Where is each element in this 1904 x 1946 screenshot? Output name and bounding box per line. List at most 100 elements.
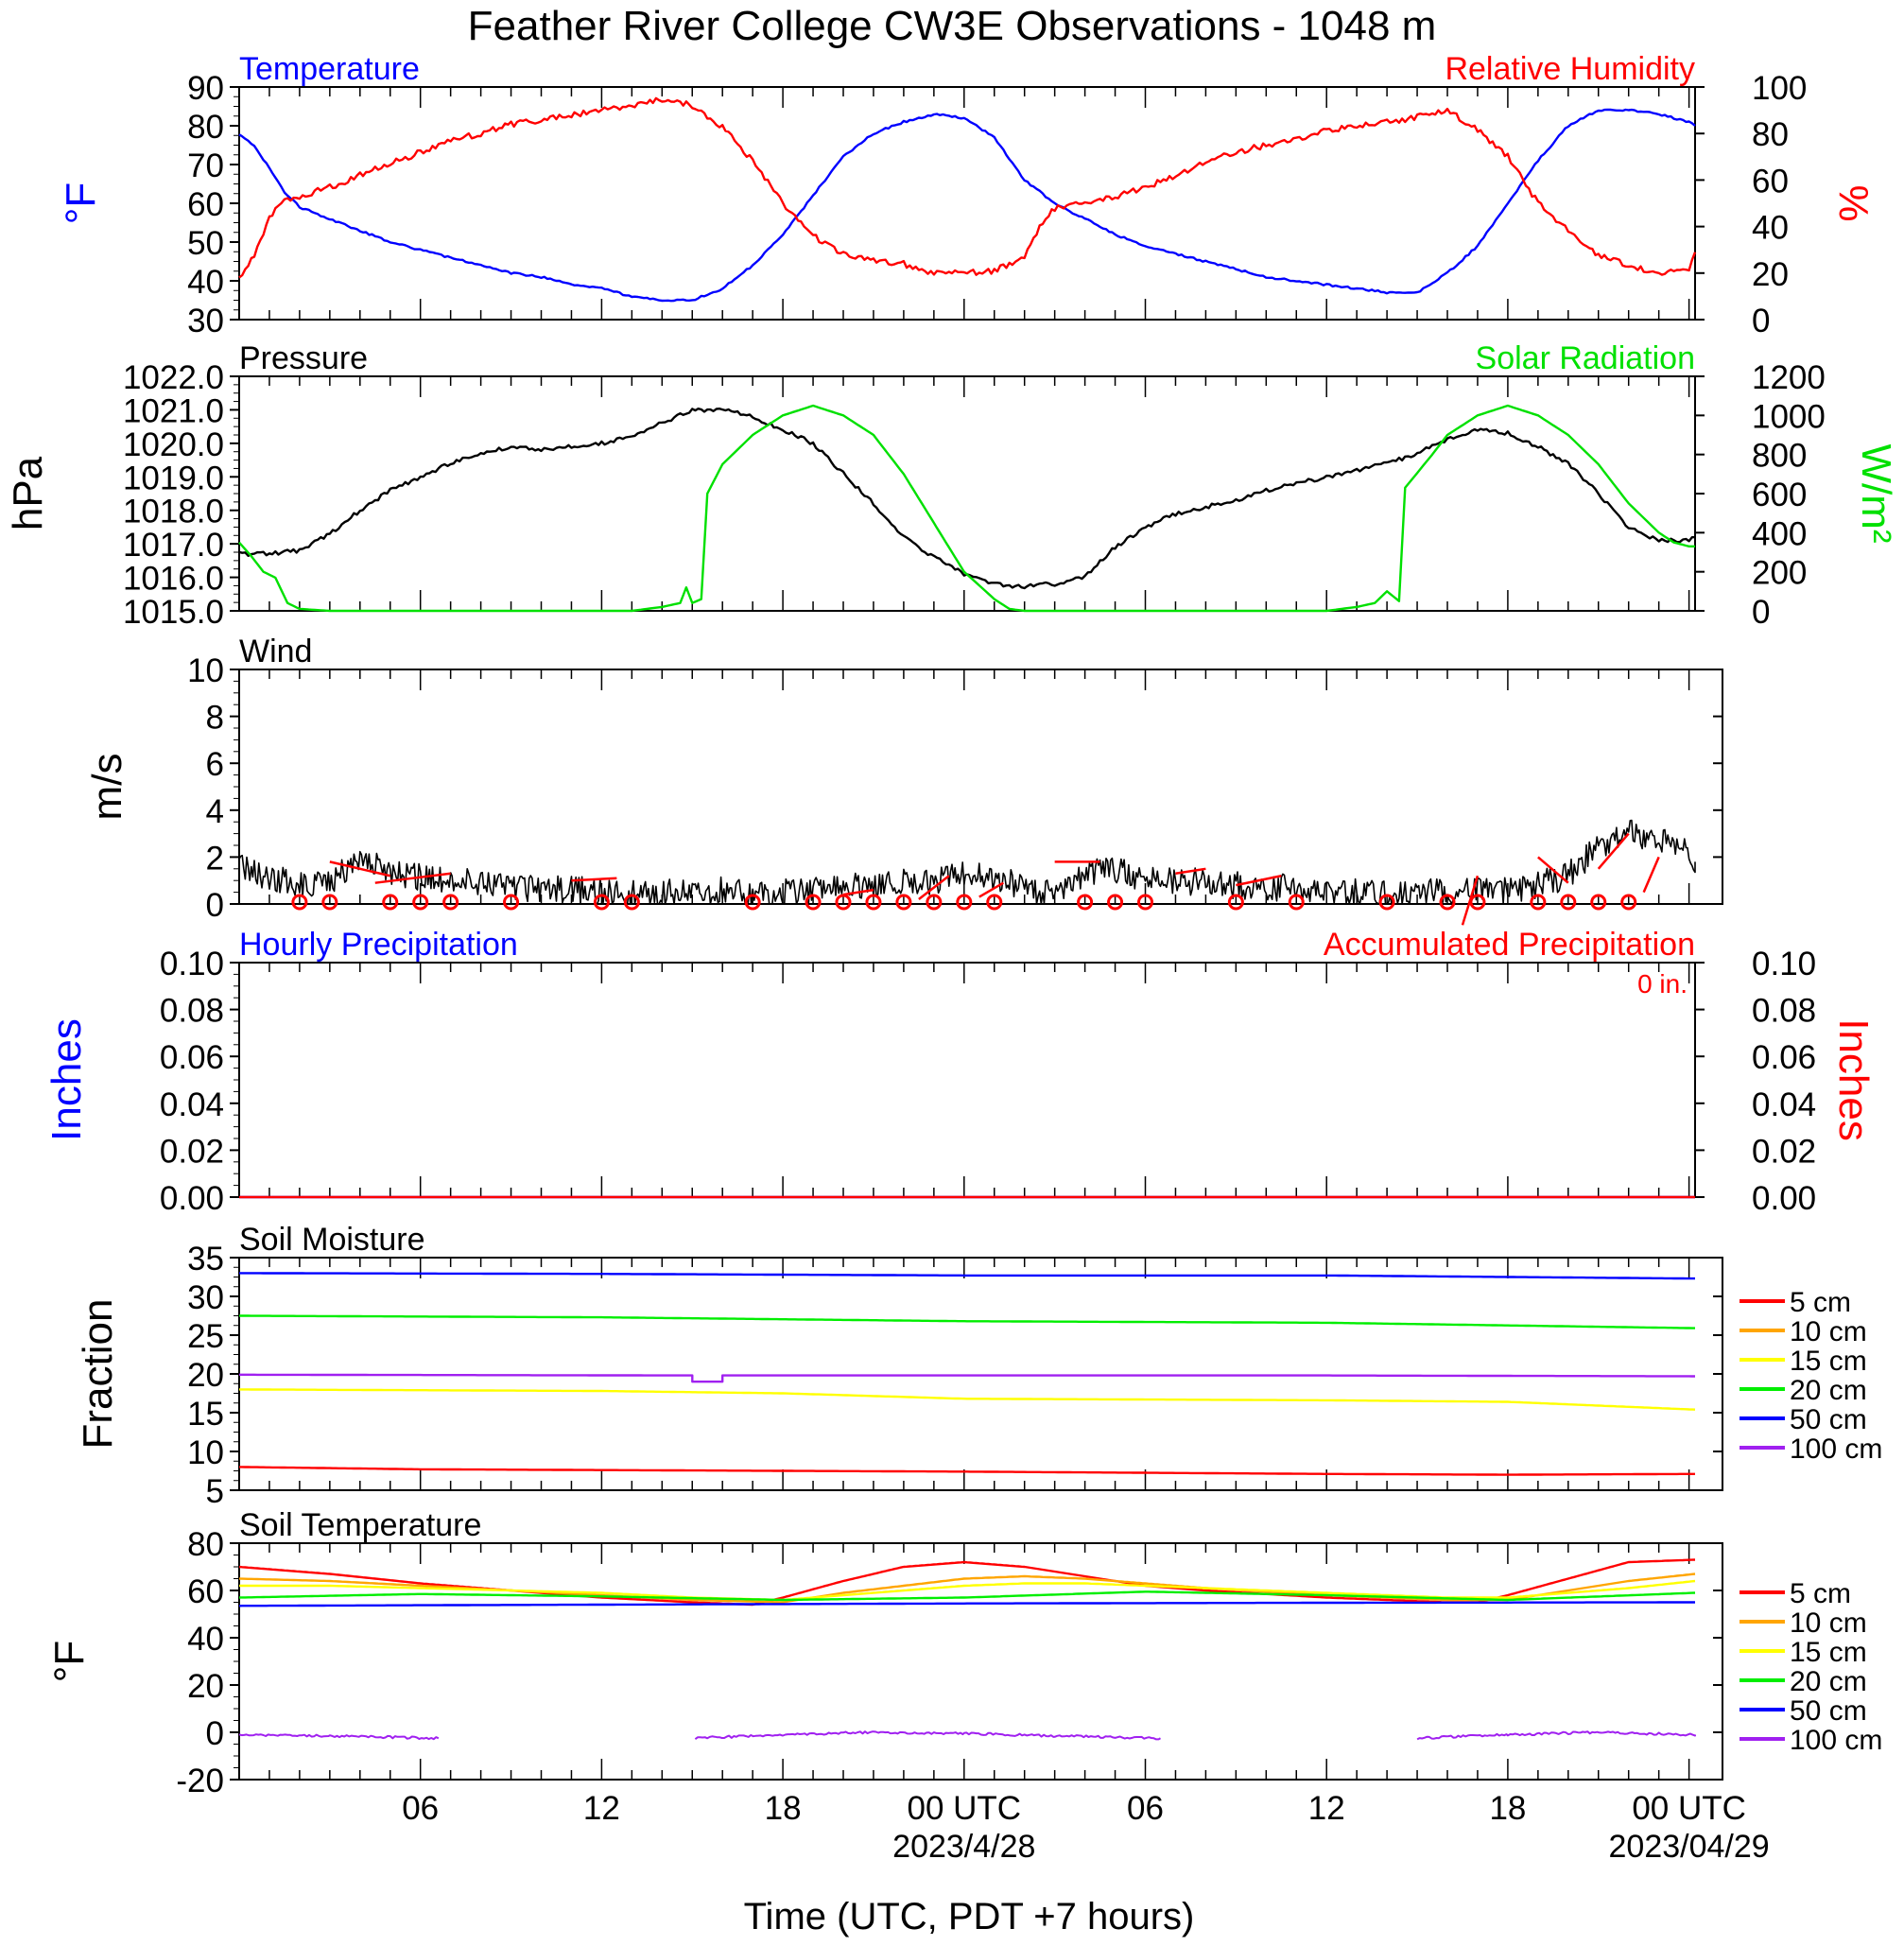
wind-barb bbox=[918, 875, 950, 901]
legend-label: 15 cm bbox=[1790, 1637, 1867, 1668]
y-tick-label-right: 40 bbox=[1752, 210, 1789, 247]
legend-label: 10 cm bbox=[1790, 1607, 1867, 1639]
y-tick-label-right: 400 bbox=[1752, 515, 1807, 552]
series-100-cm bbox=[694, 1730, 1162, 1741]
y-tick-label: 6 bbox=[206, 746, 224, 783]
x-tick-label: 12 bbox=[583, 1790, 620, 1827]
wind-calm-marker bbox=[1137, 894, 1154, 911]
y-tick-label: 1016.0 bbox=[123, 561, 224, 598]
series-20-cm bbox=[239, 1314, 1695, 1329]
y-tick-label: 0.02 bbox=[160, 1133, 224, 1170]
wind-barb bbox=[1175, 867, 1206, 875]
y-tick-label: 35 bbox=[187, 1241, 224, 1277]
wind-barb bbox=[1597, 832, 1630, 870]
legend-label: 10 cm bbox=[1790, 1316, 1867, 1347]
panel-title-right: Relative Humidity bbox=[1445, 51, 1695, 87]
panel-title-left: Pressure bbox=[239, 340, 368, 376]
wind-calm-marker bbox=[1227, 894, 1244, 911]
y-tick-label: 1019.0 bbox=[123, 460, 224, 496]
wind-calm-marker bbox=[412, 894, 429, 911]
y-tick-label: 25 bbox=[187, 1318, 224, 1355]
series-15-cm bbox=[239, 1388, 1696, 1411]
wind-barb bbox=[374, 872, 451, 884]
x-tick-label: 06 bbox=[1127, 1790, 1164, 1827]
y-axis-label-left: °F bbox=[46, 1641, 93, 1682]
y-tick-label-right: 20 bbox=[1752, 256, 1789, 293]
y-tick-label-right: 0.02 bbox=[1752, 1133, 1816, 1170]
y-axis-label-right: % bbox=[1830, 184, 1877, 221]
y-axis-label-left: °F bbox=[58, 182, 104, 224]
y-tick-label: 90 bbox=[187, 70, 224, 107]
panel-precipitation: 0.10 0.08 0.06 0.04 0.02 0.00 0.10 0.08 0.06 0.04… bbox=[43, 927, 1877, 1217]
wind-calm-marker bbox=[1469, 894, 1486, 911]
y-tick-label: 0.10 bbox=[160, 946, 224, 982]
series-100-cm bbox=[239, 1373, 1695, 1383]
y-tick-label-right: 0 bbox=[1752, 594, 1770, 631]
y-axis-label-left: hPa bbox=[5, 456, 51, 530]
y-tick-label-right: 0.00 bbox=[1752, 1180, 1816, 1217]
y-tick-label: 1020.0 bbox=[123, 426, 224, 463]
series-20-cm bbox=[238, 1590, 1696, 1602]
wind-calm-marker bbox=[1439, 894, 1456, 911]
wind-barb bbox=[1461, 875, 1480, 926]
wind-calm-marker bbox=[593, 894, 610, 911]
x-date-label: 2023/04/29 bbox=[1609, 1829, 1770, 1865]
wind-calm-marker bbox=[1620, 894, 1637, 911]
wind-calm-marker bbox=[321, 894, 338, 911]
series-50-cm bbox=[239, 1272, 1695, 1280]
series-50-cm bbox=[238, 1601, 1695, 1607]
panel-wind: 10 8 6 4 2 0 Wind m/s bbox=[84, 634, 1723, 926]
wind-calm-marker bbox=[1288, 894, 1305, 911]
y-tick-label: 1022.0 bbox=[123, 359, 224, 396]
wind-calm-marker bbox=[1590, 894, 1607, 911]
panel-title-left: Hourly Precipitation bbox=[239, 927, 518, 963]
y-tick-label: 60 bbox=[187, 186, 224, 223]
y-tick-label-right: 80 bbox=[1752, 116, 1789, 153]
y-axis-label-left: Inches bbox=[43, 1018, 90, 1141]
plot-frame bbox=[238, 962, 1696, 1198]
plot-frame bbox=[238, 86, 1696, 321]
wind-calm-marker bbox=[442, 894, 459, 911]
wind-calm-marker bbox=[895, 894, 912, 911]
legend-label: 50 cm bbox=[1790, 1695, 1867, 1727]
legend-label: 5 cm bbox=[1790, 1287, 1851, 1318]
y-axis-label-right: W/m² bbox=[1853, 443, 1899, 543]
wind-calm-marker bbox=[835, 894, 852, 911]
y-tick-label: 1015.0 bbox=[123, 594, 224, 631]
wind-barb bbox=[842, 888, 874, 896]
y-tick-label: 10 bbox=[187, 652, 224, 689]
panel-title-left: Soil Temperature bbox=[239, 1507, 481, 1543]
legend-label: 20 cm bbox=[1790, 1666, 1867, 1697]
x-tick-label: 06 bbox=[402, 1790, 439, 1827]
plot-frame bbox=[238, 669, 1723, 905]
y-tick-label: 0 bbox=[206, 1715, 224, 1752]
series-temperature bbox=[238, 108, 1696, 303]
y-tick-label: 8 bbox=[206, 700, 224, 737]
y-tick-label: 70 bbox=[187, 148, 224, 184]
wind-barb bbox=[978, 881, 1004, 898]
y-tick-label: 5 bbox=[206, 1473, 224, 1510]
y-tick-label: 1021.0 bbox=[123, 392, 224, 429]
wind-barb bbox=[1537, 856, 1569, 884]
panel-title-left: Soil Moisture bbox=[239, 1222, 425, 1258]
y-tick-label: 80 bbox=[187, 1526, 224, 1563]
legend-label: 50 cm bbox=[1790, 1404, 1867, 1435]
y-tick-label: 60 bbox=[187, 1573, 224, 1610]
y-tick-label-right: 0.08 bbox=[1752, 993, 1816, 1030]
y-tick-label-right: 0.06 bbox=[1752, 1039, 1816, 1076]
y-tick-label-right: 0 bbox=[1752, 303, 1770, 339]
y-tick-label: 80 bbox=[187, 109, 224, 146]
x-axis-label: Time (UTC, PDT +7 hours) bbox=[744, 1896, 1195, 1937]
series-5-cm bbox=[239, 1466, 1695, 1476]
y-tick-label: 10 bbox=[187, 1434, 224, 1471]
series-solar-radiation bbox=[238, 404, 1695, 613]
wind-barb bbox=[1236, 875, 1282, 887]
y-tick-label: 0.00 bbox=[160, 1180, 224, 1217]
x-tick-label: 00 UTC bbox=[908, 1790, 1022, 1827]
wind-barb bbox=[329, 860, 391, 877]
panel-title-right: Accumulated Precipitation bbox=[1324, 927, 1695, 963]
